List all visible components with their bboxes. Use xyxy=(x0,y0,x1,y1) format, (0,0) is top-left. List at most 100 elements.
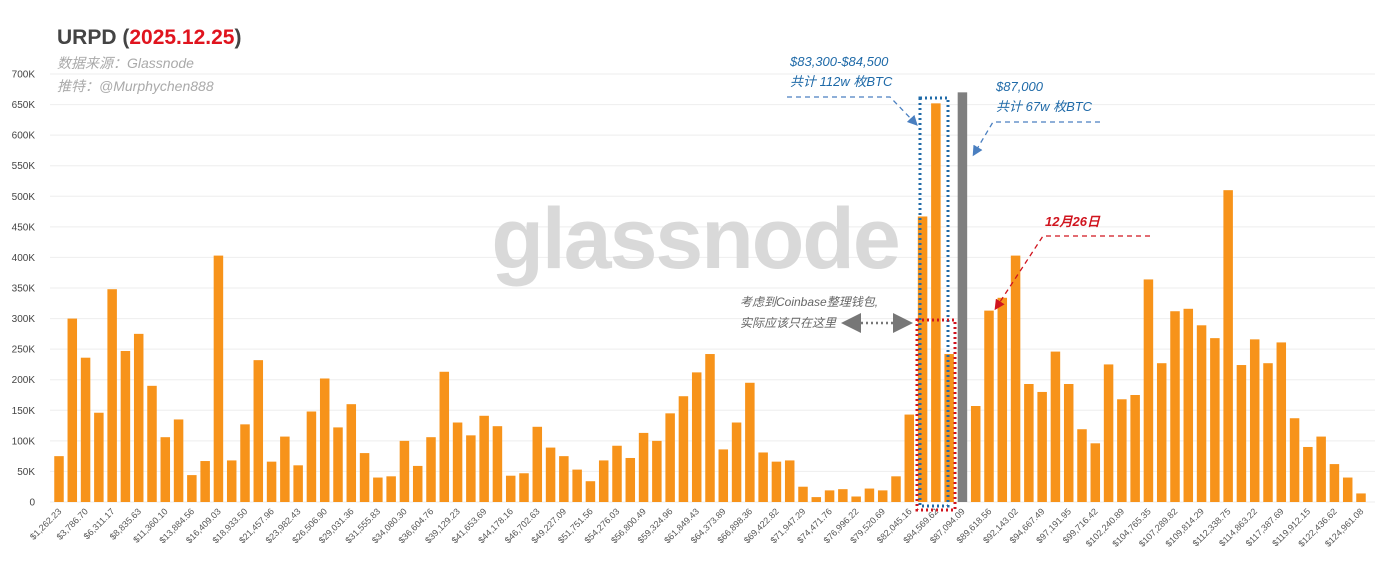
bar xyxy=(1249,339,1260,502)
bar xyxy=(1356,493,1366,502)
range-amount-note: 共计 112w 枚BTC xyxy=(790,74,893,89)
date-note: 12月26日 xyxy=(1045,214,1101,229)
range-price-note: $83,300-$84,500 xyxy=(789,54,889,69)
bar xyxy=(1037,391,1047,502)
bar xyxy=(426,437,436,502)
bar xyxy=(824,490,835,502)
bar xyxy=(253,360,264,502)
bar xyxy=(851,496,861,502)
bar xyxy=(1130,395,1140,502)
y-tick-label: 100K xyxy=(12,436,36,447)
bar xyxy=(718,449,729,502)
bar xyxy=(386,476,396,502)
bar xyxy=(1210,338,1220,502)
y-tick-label: 700K xyxy=(12,70,36,81)
bar xyxy=(492,426,503,502)
bar xyxy=(147,385,157,502)
bar xyxy=(585,481,596,502)
bar xyxy=(838,489,848,502)
bar xyxy=(412,465,423,502)
bar xyxy=(997,297,1008,502)
bar xyxy=(187,475,197,502)
bar xyxy=(54,456,64,502)
spot-arrow xyxy=(972,121,1100,157)
bar xyxy=(904,414,915,502)
bar xyxy=(107,289,117,502)
bar xyxy=(944,354,954,502)
x-axis: $1,262.23$3,786.70$6,311.17$8,835.63$11,… xyxy=(28,506,1365,548)
y-tick-label: 550K xyxy=(12,161,36,172)
bar xyxy=(691,372,702,502)
bar xyxy=(479,415,489,502)
spot-price-note: $87,000 xyxy=(995,79,1044,94)
bar xyxy=(94,412,104,502)
bar xyxy=(931,103,941,502)
range-arrow xyxy=(787,96,918,126)
coinbase-note-line1: 考虑到Coinbase整理钱包, xyxy=(740,295,878,309)
bar xyxy=(266,461,277,502)
y-tick-label: 300K xyxy=(12,314,36,325)
bar xyxy=(1156,363,1167,502)
bar xyxy=(80,357,91,502)
subtitle-twitter: 推特：@Murphychen888 xyxy=(57,78,214,94)
y-tick-label: 250K xyxy=(12,345,36,356)
bar xyxy=(1077,429,1087,502)
bar xyxy=(293,465,303,502)
range-highlight-box xyxy=(918,96,950,508)
bars xyxy=(54,92,1366,502)
bar xyxy=(625,457,636,502)
bar xyxy=(1170,311,1180,502)
bar xyxy=(133,333,144,502)
title-date: 2025.12.25 xyxy=(129,26,234,49)
date-arrow xyxy=(994,235,1150,311)
coinbase-adjusted-box xyxy=(915,318,957,512)
y-tick-label: 400K xyxy=(12,253,36,264)
bar xyxy=(1050,351,1061,502)
y-tick-label: 600K xyxy=(12,131,36,142)
bar xyxy=(519,473,529,502)
bar xyxy=(678,396,689,502)
bar xyxy=(864,488,875,502)
bar xyxy=(1143,279,1154,502)
coinbase-note-line2: 实际应该只在这里 xyxy=(740,316,837,330)
bar xyxy=(705,354,715,502)
bar xyxy=(917,216,928,502)
bar xyxy=(1316,436,1326,502)
bar xyxy=(811,497,822,502)
bar xyxy=(160,437,171,502)
bar xyxy=(452,422,463,502)
bar xyxy=(652,440,662,502)
bar xyxy=(399,440,410,502)
bar xyxy=(545,447,556,502)
bar xyxy=(213,255,224,502)
bar xyxy=(1263,363,1273,502)
bar xyxy=(1024,383,1034,502)
bar xyxy=(466,435,476,502)
bar xyxy=(1289,418,1300,502)
bar xyxy=(373,477,383,502)
y-tick-label: 450K xyxy=(12,222,36,233)
bar xyxy=(1303,446,1313,502)
bar xyxy=(1090,443,1101,502)
bar xyxy=(333,427,343,502)
y-tick-label: 500K xyxy=(12,192,36,203)
bar xyxy=(1329,464,1340,502)
bar xyxy=(359,453,370,502)
bar xyxy=(200,461,210,502)
bar xyxy=(1063,383,1074,502)
y-axis: 0 50K 100K 150K 200K 250K 300K 350K 400K 450K 500K… xyxy=(12,70,36,509)
bar xyxy=(173,419,184,502)
bar-current-price xyxy=(957,92,968,502)
bar xyxy=(1342,477,1353,502)
y-tick-label: 200K xyxy=(12,375,36,386)
subtitle-source: 数据来源：Glassnode xyxy=(57,55,194,71)
bar xyxy=(439,371,450,502)
bar xyxy=(1196,325,1207,502)
bar xyxy=(970,406,981,502)
bar xyxy=(1117,399,1127,502)
y-tick-label: 650K xyxy=(12,100,36,111)
bar xyxy=(665,413,675,502)
bar xyxy=(1183,308,1194,502)
bar xyxy=(1103,364,1114,502)
